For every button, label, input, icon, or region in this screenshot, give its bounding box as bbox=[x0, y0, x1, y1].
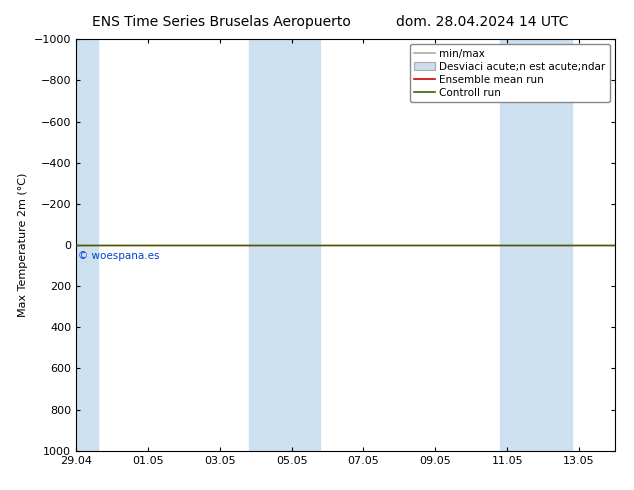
Text: dom. 28.04.2024 14 UTC: dom. 28.04.2024 14 UTC bbox=[396, 15, 568, 29]
Bar bbox=[249, 39, 320, 451]
Legend: min/max, Desviaci acute;n est acute;ndar, Ensemble mean run, Controll run: min/max, Desviaci acute;n est acute;ndar… bbox=[410, 45, 610, 102]
Text: © woespana.es: © woespana.es bbox=[78, 251, 159, 261]
Y-axis label: Max Temperature 2m (°C): Max Temperature 2m (°C) bbox=[18, 173, 29, 317]
Text: ENS Time Series Bruselas Aeropuerto: ENS Time Series Bruselas Aeropuerto bbox=[93, 15, 351, 29]
Bar bbox=[72, 39, 98, 451]
Bar bbox=[500, 39, 572, 451]
